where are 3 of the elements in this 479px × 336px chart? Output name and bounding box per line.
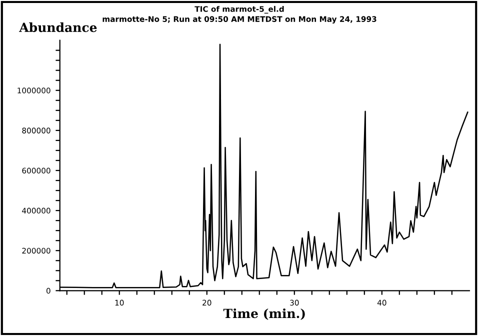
y-axis-title: Abundance [19, 22, 97, 32]
line-series [60, 44, 468, 288]
x-axis-title: Time (min.) [223, 308, 305, 320]
